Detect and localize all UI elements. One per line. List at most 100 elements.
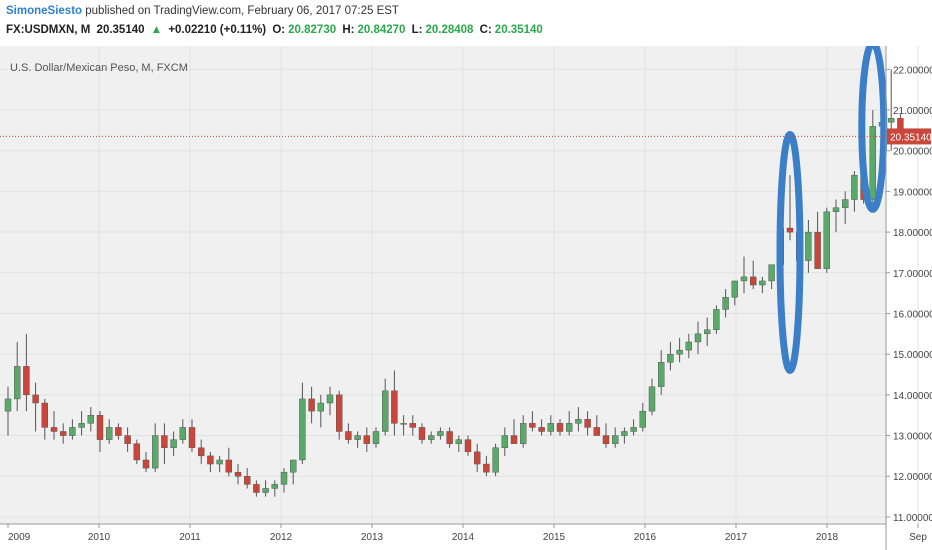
candle: [23, 333, 30, 412]
candle: [566, 411, 573, 436]
candle: [124, 427, 131, 452]
candle: [676, 337, 683, 363]
candle: [483, 455, 490, 477]
candle: [299, 382, 306, 465]
candle-body: [851, 174, 858, 200]
candle: [713, 305, 720, 334]
candle-body: [133, 443, 141, 461]
candle-body: [768, 264, 775, 282]
x-axis: 2009 2010 2011 2012 2013 2014 2015 2016 2017 2018…: [0, 523, 927, 543]
candle-body: [382, 390, 389, 432]
candle-body: [648, 386, 656, 412]
candle-body: [556, 423, 564, 432]
candle: [41, 398, 48, 440]
candle: [336, 390, 343, 440]
candle-body: [704, 329, 711, 335]
candle: [179, 419, 187, 444]
symbol-label[interactable]: FX:USDMXN, M: [6, 24, 91, 36]
candle: [418, 423, 426, 444]
candle-body: [354, 435, 361, 440]
candle: [262, 480, 269, 497]
candle: [731, 280, 738, 306]
y-tick-label: 18.00000: [893, 228, 932, 239]
candle: [170, 431, 177, 456]
x-tick-label: 2015: [543, 532, 566, 543]
candle-body: [842, 199, 849, 208]
candle-body: [501, 435, 508, 448]
candle: [225, 447, 233, 477]
candle-body: [823, 211, 830, 269]
x-tick-label: 2017: [725, 532, 748, 543]
candle: [446, 427, 453, 448]
open-label: O:: [272, 24, 286, 36]
candle: [188, 419, 196, 452]
candle-body: [142, 459, 150, 469]
candle: [492, 443, 499, 477]
author-link[interactable]: SimoneSiesto: [6, 5, 83, 17]
candle: [308, 386, 315, 424]
candle-body: [13, 366, 21, 400]
candle: [575, 407, 582, 432]
candle-body: [658, 362, 665, 387]
y-axis: 11.00000 12.00000 13.00000 14.00000 15.00000…: [885, 46, 932, 550]
candle-body: [115, 427, 122, 436]
candle: [621, 427, 628, 444]
candle-body: [593, 427, 600, 436]
candle-body: [510, 435, 518, 444]
candle: [648, 378, 656, 416]
candlestick-chart[interactable]: U.S. Dollar/Mexican Peso, M, FXCM 20.351…: [0, 46, 932, 550]
candle: [538, 419, 545, 436]
candle-body: [869, 126, 876, 200]
candle: [593, 415, 600, 436]
candle: [253, 480, 260, 497]
candle-body: [474, 451, 481, 465]
y-tick-label: 21.00000: [893, 106, 932, 117]
candle: [832, 199, 840, 233]
price-line-group: 20.35140: [0, 128, 932, 145]
chart-area[interactable]: U.S. Dollar/Mexican Peso, M, FXCM 20.351…: [0, 46, 932, 550]
candle: [13, 341, 21, 412]
candle-body: [326, 394, 334, 404]
candle: [556, 419, 564, 436]
y-tick-label: 22.00000: [893, 65, 932, 76]
high-value: 20.84270: [357, 24, 406, 36]
candle-body: [23, 366, 30, 396]
candle: [704, 317, 711, 347]
candle-body: [391, 390, 398, 424]
annotation-ellipses: [776, 46, 888, 374]
candle-body: [253, 484, 260, 493]
y-tick-label: 13.00000: [893, 432, 932, 443]
candle-body: [78, 423, 85, 428]
x-tick-label: 2013: [361, 532, 384, 543]
candle-body: [151, 435, 159, 469]
candle-body: [464, 439, 472, 453]
candle-body: [750, 276, 757, 286]
annotation-ellipse: [858, 46, 888, 213]
y-tick-label: 12.00000: [893, 472, 932, 483]
candle: [391, 370, 398, 436]
candle: [290, 459, 297, 485]
candle-body: [584, 419, 591, 428]
candle: [197, 439, 205, 465]
candle: [50, 411, 58, 440]
candle: [345, 423, 352, 444]
close-value: 20.35140: [494, 24, 543, 36]
candle: [630, 419, 637, 436]
candle-body: [418, 427, 426, 440]
candle: [869, 110, 876, 204]
candle-body: [520, 423, 527, 444]
candle-body: [345, 431, 352, 440]
candle-body: [437, 431, 444, 436]
candle: [529, 411, 536, 432]
x-tick-label: 2016: [634, 532, 657, 543]
candle: [740, 256, 748, 294]
y-tick-label: 19.00000: [893, 187, 932, 198]
quote-line: FX:USDMXN, M 20.35140 ▲ +0.02210 (+0.11%…: [6, 24, 546, 36]
candle-body: [243, 476, 251, 485]
candle-body: [685, 341, 692, 351]
last-price-label: 20.35140: [890, 132, 932, 143]
candle-body: [694, 333, 702, 343]
low-value: 20.28408: [425, 24, 474, 36]
candle-body: [124, 435, 131, 444]
candle: [96, 411, 104, 452]
